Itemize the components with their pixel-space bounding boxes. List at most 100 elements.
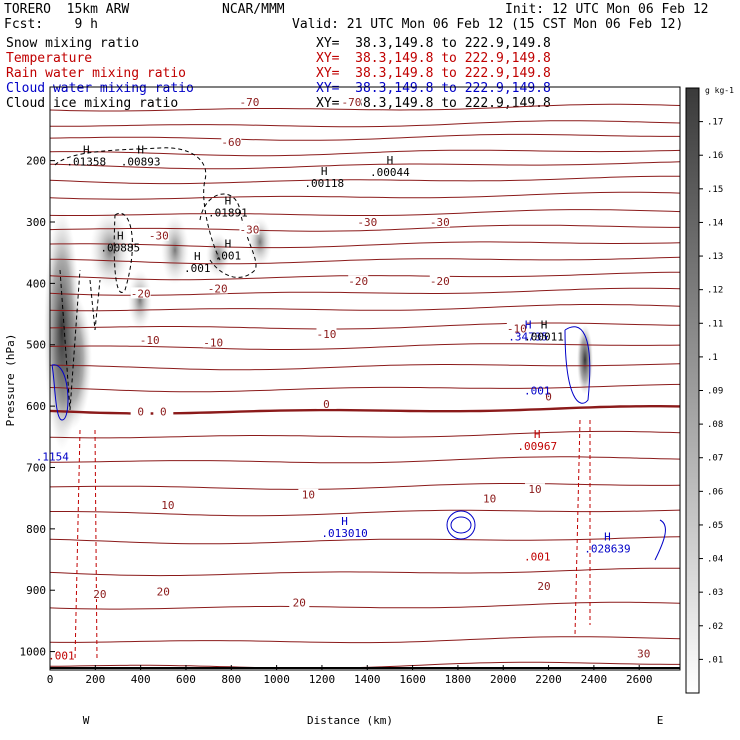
forecast-hour: Fcst: 9 h [4,17,98,32]
isotherm-line [49,383,681,393]
isotherm-label-bg [89,588,110,600]
isotherm-line [49,601,681,610]
moisture-contour [113,212,133,293]
field-snow-xy: XY= 38.3,149.8 to 222.9,149.8 [316,36,551,51]
isotherm-line [49,343,681,350]
isotherm-label: -30 [430,216,450,229]
extremum-value: .00967 [517,440,557,453]
extremum-value: .001 [184,262,211,275]
isotherm-label-bg [341,95,362,107]
isotherm-label: 10 [528,483,541,496]
isotherm-label: 0 [545,391,552,404]
isotherm-label-bg [524,483,545,495]
isotherm-label: -30 [149,230,169,243]
cloud-water-contour [564,326,591,404]
isotherm-label: -30 [239,224,259,237]
extremum-value: .028639 [584,542,630,555]
extremum-marker: H [117,230,124,243]
isotherm-line [50,120,681,128]
extremum-value: .001 [524,385,551,398]
isotherm-label: 20 [293,597,306,610]
isotherm-label-bg [429,216,450,228]
moisture-contour [574,419,591,636]
isotherm-line [49,636,681,644]
x-tick-label: 1000 [263,673,290,686]
x-tick-label: 2000 [490,673,517,686]
west-endpoint: W [83,714,90,727]
isotherm-line [49,209,681,216]
x-tick-label: 2600 [626,673,653,686]
y-tick-label: 200 [26,155,46,168]
isotherm-label: 10 [161,499,174,512]
field-temperature-xy: XY= 38.3,149.8 to 222.9,149.8 [316,51,551,66]
extremum-value: .001 [215,250,242,263]
extremum-value: .001 [48,650,75,663]
x-tick-label: 800 [221,673,241,686]
colorbar-tick-label: .02 [707,622,723,632]
valid-time: Valid: 21 UTC Mon 06 Feb 12 (15 CST Mon … [292,17,684,32]
isotherm-label: 20 [93,588,106,601]
field-rain-xy: XY= 38.3,149.8 to 222.9,149.8 [316,66,551,81]
y-tick-label: 600 [26,400,46,413]
extremum-value: .001 [524,550,551,563]
colorbar-tick-label: .03 [707,588,723,598]
field-cloud-ice: Cloud ice mixing ratio [6,96,179,111]
extremum-value: .34735 [508,331,548,344]
isotherm-label-bg [538,390,559,402]
isotherm-label-bg [153,405,174,417]
isotherm-label-bg [221,135,242,147]
init-time: Init: 12 UTC Mon 06 Feb 12 [505,2,709,17]
snow-shade-blob [577,325,593,395]
isotherm-label: -20 [430,275,450,288]
isotherm-label: -20 [208,283,228,296]
isotherm-line [49,149,681,157]
isotherm-label: -10 [203,337,223,350]
moisture-contour [199,193,257,278]
isotherm-label: -70 [341,96,361,109]
contour-labels: -70 -70 -60 -30 -30 -30 -30 -20 -20 -20 -20 -10 -10 -… [36,95,654,663]
isotherm-line [50,509,681,517]
isotherm-label: -10 [317,328,337,341]
extremum-value: .00118 [304,177,344,190]
extremum-marker: H [194,250,201,263]
isotherm-label-bg [203,336,224,348]
colorbar-tick-label: .09 [707,387,723,397]
y-axis: 200 300 400 500 600 700 800 900 1000 [20,155,55,659]
snow-shade-blob [44,210,80,450]
y-tick-label: 400 [26,277,46,290]
colorbar-tick-label: .17 [707,118,723,128]
isotherm-line [49,133,680,141]
isotherm-label: -20 [348,275,368,288]
colorbar-tick-label: .08 [707,420,723,430]
isotherm-line [49,287,681,296]
cloud-water-contour [450,516,472,534]
x-tick-label: 1400 [354,673,381,686]
colorbar-tick-label: .04 [707,555,723,565]
isotherm-line [49,256,681,265]
extremum-value: .01358 [66,156,106,169]
y-tick-label: 1000 [20,646,47,659]
extremum-marker: H [541,319,548,332]
colorbar: .01 .02 .03 .04 .05 .06 .07 .08 .09 .1 .11 .12 .13 .1… [685,87,723,694]
isotherm-line [49,567,681,577]
isotherm-label-bg [316,397,337,409]
isotherm-line [49,175,680,185]
x-tick-label: 1200 [309,673,336,686]
isotherm-label: -20 [131,287,151,300]
colorbar-unit: g kg-1 [705,86,734,95]
moisture-contour [74,429,98,661]
isotherm-line [49,191,681,200]
isotherm-label: -70 [239,96,259,109]
isotherm-line [49,241,681,249]
isotherm-line [50,363,681,371]
y-tick-label: 900 [26,584,46,597]
x-tick-label: 1800 [445,673,472,686]
isotherm-label-bg [239,223,260,235]
isotherm-line [50,456,681,464]
moisture-contour [54,147,221,261]
isotherm-label-bg [239,95,260,107]
extremum-value: .00044 [370,166,410,179]
cloud-water-contour [654,519,666,561]
extremum-value: .013010 [321,527,367,540]
